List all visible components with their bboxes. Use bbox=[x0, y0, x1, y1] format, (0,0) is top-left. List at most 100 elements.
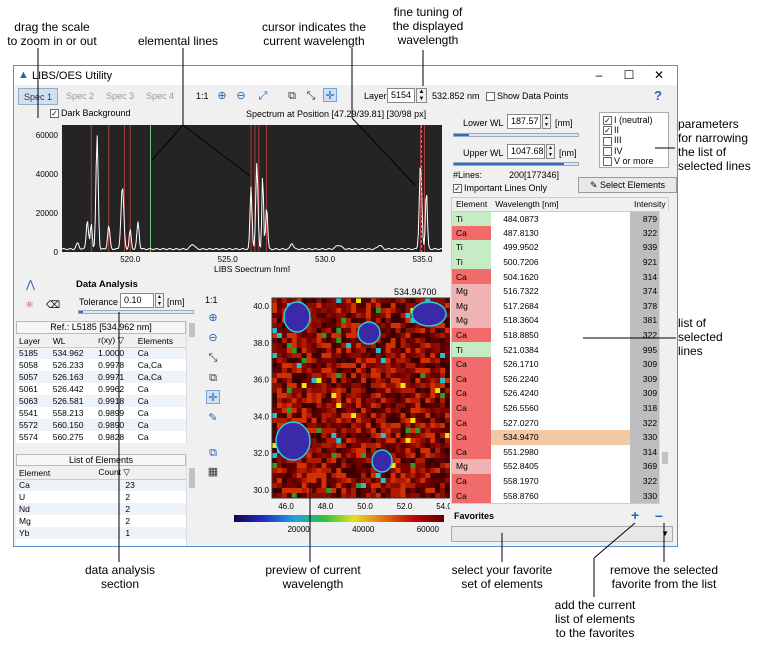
line-row[interactable]: Mg 516.7322 374 bbox=[452, 283, 668, 299]
col-elements[interactable]: Elements bbox=[134, 335, 186, 348]
line-row[interactable]: Ti 484.0873 879 bbox=[452, 211, 668, 226]
line-row[interactable]: Ca 526.4240 309 bbox=[452, 386, 668, 401]
col-count[interactable]: Count ▽ bbox=[95, 467, 186, 480]
copy-icon[interactable]: ⧉ bbox=[288, 90, 296, 102]
analysis-row[interactable]: 5185 534.962 1.0000 Ca bbox=[16, 347, 186, 359]
show-points-checkbox[interactable]: Show Data Points bbox=[486, 87, 569, 105]
element-row[interactable]: Nd 2 bbox=[16, 503, 186, 515]
tab-spec-2[interactable]: Spec 2 bbox=[65, 91, 95, 101]
col-layer[interactable]: Layer bbox=[16, 335, 50, 348]
level-checkbox[interactable]: V or more bbox=[603, 156, 665, 166]
preview-zoom-in-icon[interactable]: ⊕ bbox=[208, 312, 218, 324]
lower-wl-input[interactable]: 187.57 bbox=[507, 114, 541, 129]
element-row[interactable]: Mg 2 bbox=[16, 515, 186, 527]
dark-bg-checkbox[interactable]: ✓ Dark Background bbox=[50, 108, 131, 119]
line-row[interactable]: Ca 504.1620 314 bbox=[452, 269, 668, 284]
preview-expand-icon[interactable]: ⤡ bbox=[208, 352, 218, 364]
line-row[interactable]: Ca 527.0270 322 bbox=[452, 415, 668, 430]
col-element[interactable]: Element bbox=[452, 198, 492, 212]
preview-copy-icon[interactable]: ⧉ bbox=[209, 372, 217, 384]
important-lines-checkbox[interactable]: ✓ Important Lines Only bbox=[453, 183, 548, 194]
expand-icon[interactable]: ⤡ bbox=[306, 90, 316, 102]
favorites-dropdown[interactable]: ▼ bbox=[451, 526, 673, 542]
map-pixel bbox=[415, 298, 421, 304]
preview-cursor-icon[interactable]: ✛ bbox=[206, 390, 220, 404]
line-row[interactable]: Ca 526.5560 318 bbox=[452, 400, 668, 416]
minimize-button[interactable]: – bbox=[595, 68, 603, 82]
line-row[interactable]: Ca 558.1970 322 bbox=[452, 473, 668, 489]
help-icon[interactable]: ? bbox=[654, 88, 662, 103]
preview-map[interactable]: 40.038.036.034.032.030.046.0 48.0 50.0 52.0… bbox=[228, 294, 450, 544]
level-checkbox[interactable]: ✓ I (neutral) bbox=[603, 115, 653, 126]
line-row[interactable]: Ca559.0120318 bbox=[452, 502, 668, 503]
upper-wl-input[interactable]: 1047.68 bbox=[507, 144, 545, 159]
maximize-button[interactable]: ☐ bbox=[623, 68, 635, 82]
analysis-row[interactable]: 5061 526.442 0.9962 Ca bbox=[16, 383, 186, 395]
line-row[interactable]: Mg 552.8405 369 bbox=[452, 459, 668, 474]
level-checkbox[interactable]: IV bbox=[603, 146, 665, 156]
preview-zoom-ratio[interactable]: 1:1 bbox=[205, 295, 218, 305]
col-wavelength[interactable]: Wavelength [nm] bbox=[491, 198, 630, 212]
layer-spinbox[interactable]: 5154 bbox=[387, 88, 415, 103]
analysis-row[interactable]: 5574 560.275 0.9828 Ca bbox=[16, 431, 186, 443]
analysis-row[interactable]: 5541 558.213 0.9899 Ca bbox=[16, 407, 186, 419]
line-row[interactable]: Ca 551.2980 314 bbox=[452, 444, 668, 460]
line-wavelength: 526.5560 bbox=[491, 400, 630, 416]
analysis-row[interactable]: 5572 560.150 0.9890 Ca bbox=[16, 419, 186, 431]
line-row[interactable]: Ca 487.8130 322 bbox=[452, 225, 668, 241]
level-checkbox[interactable]: ✓ II bbox=[603, 125, 620, 136]
remove-favorite-button[interactable]: – bbox=[655, 507, 663, 523]
analysis-row[interactable]: 5057 526.163 0.9971 Ca,Ca bbox=[16, 371, 186, 383]
line-row[interactable]: Ca 534.9470 330 bbox=[452, 429, 668, 445]
layer-stepper-icon[interactable]: ▲ ▼ bbox=[416, 88, 427, 103]
preview-zoom-out-icon[interactable]: ⊖ bbox=[208, 332, 218, 344]
line-row[interactable]: Mg 518.3604 381 bbox=[452, 313, 668, 328]
line-row[interactable]: Ti 499.9502 939 bbox=[452, 240, 668, 255]
tab-spec-4[interactable]: Spec 4 bbox=[145, 91, 175, 101]
periodic-icon[interactable]: ⚛ bbox=[25, 300, 34, 311]
eraser-icon[interactable]: ⌫ bbox=[46, 300, 61, 311]
analysis-chart-icon[interactable]: ⋀ bbox=[26, 279, 36, 291]
upper-wl-slider[interactable] bbox=[453, 162, 579, 166]
zoom-in-icon[interactable]: ⊕ bbox=[217, 90, 227, 102]
line-row[interactable]: Ca 526.2240 309 bbox=[452, 371, 668, 387]
zoom-ratio-label[interactable]: 1:1 bbox=[196, 91, 209, 101]
lower-wl-stepper-icon[interactable]: ▲ ▼ bbox=[542, 114, 551, 129]
lower-wl-slider[interactable] bbox=[453, 133, 579, 137]
line-row[interactable]: Mg 517.2684 378 bbox=[452, 298, 668, 314]
preview-brush-icon[interactable]: ✎ bbox=[208, 412, 218, 424]
line-row[interactable]: Ca 558.8760 330 bbox=[452, 488, 668, 503]
zoom-out-icon[interactable]: ⊖ bbox=[236, 90, 246, 102]
col-rxy[interactable]: r(xy) ▽ bbox=[95, 335, 135, 348]
upper-wl-stepper-icon[interactable]: ▲ ▼ bbox=[546, 144, 555, 159]
line-row[interactable]: Ca 518.8850 322 bbox=[452, 327, 668, 343]
lines-scrollbar[interactable] bbox=[659, 211, 669, 504]
zoom-reset-icon[interactable]: ⤢ bbox=[258, 90, 268, 102]
analysis-row[interactable]: 5058 526.233 0.9978 Ca,Ca bbox=[16, 359, 186, 371]
level-checkbox[interactable]: III bbox=[603, 135, 665, 146]
cursor-tool-icon[interactable]: ✛ bbox=[323, 88, 337, 102]
select-elements-button[interactable]: ✎ Select Elements bbox=[578, 177, 677, 193]
add-favorite-button[interactable]: + bbox=[631, 507, 640, 523]
analysis-row[interactable]: 5063 526.581 0.9918 Ca bbox=[16, 395, 186, 407]
col-intensity[interactable]: Intensity bbox=[630, 198, 668, 212]
line-row[interactable]: Ti 521.0384 995 bbox=[452, 342, 668, 357]
analysis-scrollbar[interactable] bbox=[186, 321, 196, 443]
tab-spec-1[interactable]: Spec 1 bbox=[18, 88, 58, 105]
col-wl[interactable]: WL bbox=[49, 335, 96, 348]
tolerance-input[interactable]: 0.10 bbox=[120, 293, 154, 308]
close-button[interactable]: ✕ bbox=[653, 68, 665, 82]
elements-scrollbar[interactable] bbox=[186, 454, 196, 546]
tolerance-stepper-icon[interactable]: ▲ ▼ bbox=[155, 293, 164, 308]
preview-add-layer-icon[interactable]: ⧉ bbox=[209, 447, 217, 459]
element-row[interactable]: Yb 1 bbox=[16, 527, 186, 539]
preview-grid-icon[interactable]: ▦ bbox=[207, 466, 219, 478]
line-row[interactable]: Ca 526.1710 309 bbox=[452, 356, 668, 372]
element-row[interactable]: Ca 23 bbox=[16, 479, 186, 491]
line-row[interactable]: Ti 500.7206 921 bbox=[452, 254, 668, 270]
tolerance-slider[interactable] bbox=[78, 310, 194, 314]
tab-spec-3[interactable]: Spec 3 bbox=[105, 91, 135, 101]
col-element-name[interactable]: Element bbox=[16, 467, 96, 480]
